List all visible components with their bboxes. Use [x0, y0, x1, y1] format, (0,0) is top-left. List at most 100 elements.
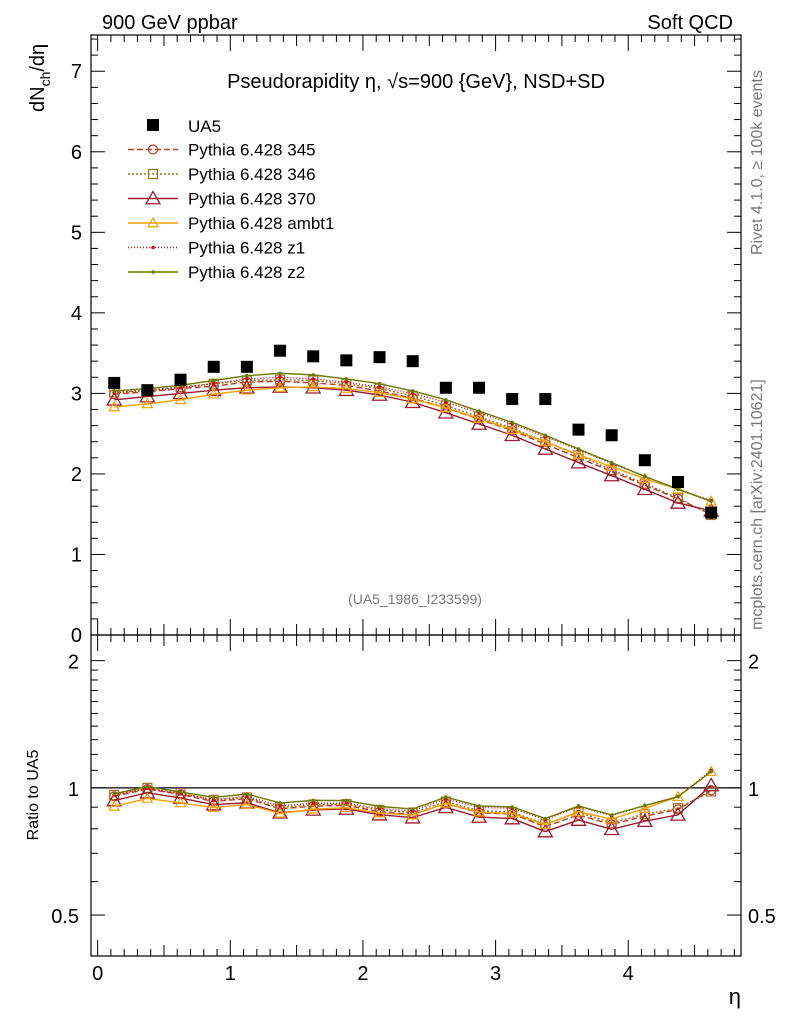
ratio-point-pythia-6-428-z2	[112, 792, 117, 796]
series-point-pythia-6-428-370	[636, 480, 653, 496]
ratio-point-pythia-6-428-370	[603, 820, 620, 836]
legend-marker-ua5	[147, 119, 159, 131]
y-tick-label: 3	[71, 383, 82, 405]
y-axis-label-tail: /dη	[27, 44, 49, 72]
ratio-point-pythia-6-428-z2	[643, 803, 647, 808]
series-point-pythia-6-428-ambt1	[273, 381, 287, 393]
legend-label-ua5: UA5	[188, 117, 221, 136]
series-point-pythia-6-428-370	[669, 494, 687, 509]
ratio-point-pythia-6-428-346	[639, 809, 650, 820]
x-tick-label: 1	[225, 963, 236, 985]
series-point-pythia-6-428-370	[106, 391, 123, 406]
legend-label-pythia-6-428-370: Pythia 6.428 370	[188, 190, 316, 209]
data-point-ua5	[605, 429, 618, 442]
series-point-pythia-6-428-ambt1	[506, 423, 519, 434]
series-point-pythia-6-428-ambt1	[472, 412, 486, 423]
ratio-point-pythia-6-428-370	[636, 812, 653, 828]
ratio-point-pythia-6-428-ambt1	[572, 805, 585, 817]
legend-label-pythia-6-428-z1: Pythia 6.428 z1	[188, 239, 305, 258]
ratio-point-pythia-6-428-ambt1	[273, 807, 287, 818]
data-point-ua5	[506, 393, 519, 406]
series-point-pythia-6-428-370	[404, 393, 421, 409]
x-tick-label: 2	[357, 963, 368, 985]
legend-label-pythia-6-428-z2: Pythia 6.428 z2	[188, 263, 305, 282]
series-point-pythia-6-428-370	[238, 379, 255, 394]
analysis-tag: (UA5_1986_I233599)	[348, 591, 482, 607]
series-point-pythia-6-428-z2	[245, 373, 249, 378]
data-point-ua5	[274, 344, 287, 357]
ratio-point-pythia-6-428-z2	[278, 801, 282, 805]
ratio-tick-label-left: 1	[68, 779, 79, 801]
series-point-pythia-6-428-ambt1	[240, 383, 253, 395]
series-point-pythia-6-428-z1	[245, 377, 249, 381]
legend-marker-pythia-6-428-ambt1	[146, 216, 160, 228]
series-point-pythia-6-428-ambt1	[141, 397, 154, 409]
series-point-pythia-6-428-346	[274, 374, 286, 385]
ratio-point-pythia-6-428-z1	[278, 803, 282, 808]
series-point-pythia-6-428-z2	[477, 409, 481, 413]
ratio-plot-frame	[90, 634, 742, 957]
data-point-ua5	[307, 350, 320, 363]
legend-marker-pythia-6-428-z2	[151, 270, 155, 274]
legend-marker-pythia-6-428-370	[144, 190, 162, 205]
series-line-pythia-6-428-ambt1	[114, 386, 712, 502]
data-point-ua5	[108, 376, 121, 389]
series-point-pythia-6-428-z1	[344, 380, 349, 384]
y-axis-label-main: dN	[27, 86, 49, 112]
ratio-point-pythia-6-428-ambt1	[108, 800, 121, 811]
ratio-point-pythia-6-428-ambt1	[472, 805, 486, 817]
ratio-point-pythia-6-428-370	[537, 823, 554, 838]
series-point-pythia-6-428-370	[271, 378, 289, 393]
series-point-pythia-6-428-ambt1	[406, 392, 419, 404]
series-point-pythia-6-428-ambt1	[638, 472, 651, 484]
main-plot-series	[106, 344, 720, 521]
y-tick-label: 5	[71, 222, 82, 244]
data-point-ua5	[539, 393, 552, 406]
data-point-ua5	[705, 506, 718, 519]
series-point-pythia-6-428-z2	[311, 373, 315, 377]
ratio-point-pythia-6-428-ambt1	[406, 808, 419, 820]
series-point-pythia-6-428-z1	[211, 381, 216, 386]
ratio-point-pythia-6-428-z2	[410, 807, 415, 811]
ratio-point-pythia-6-428-z2	[543, 816, 548, 821]
ratio-point-pythia-6-428-z2	[178, 790, 183, 794]
data-point-ua5	[240, 360, 253, 373]
series-point-pythia-6-428-z2	[709, 499, 713, 504]
series-point-pythia-6-428-ambt1	[439, 401, 452, 413]
series-point-pythia-6-428-z2	[377, 381, 382, 386]
ratio-point-pythia-6-428-z2	[709, 769, 713, 774]
x-tick-label: 4	[623, 963, 634, 985]
legend-label-pythia-6-428-ambt1: Pythia 6.428 ambt1	[188, 214, 334, 233]
ratio-point-pythia-6-428-z2	[477, 804, 481, 808]
legend: UA5 Pythia 6.428 345 Pythia 6.428 346 Pythi…	[128, 117, 334, 282]
data-point-ua5	[638, 454, 651, 467]
data-point-ua5	[406, 355, 419, 368]
chart-title: Pseudorapidity η, √s=900 {GeV}, NSD+SD	[227, 71, 605, 93]
y-tick-label: 4	[71, 303, 82, 325]
ratio-point-pythia-6-428-ambt1	[705, 765, 718, 777]
ratio-tick-label-right: 1	[748, 779, 759, 801]
ratio-point-pythia-6-428-ambt1	[141, 792, 154, 803]
series-point-pythia-6-428-370	[205, 381, 222, 397]
ratio-point-pythia-6-428-ambt1	[506, 807, 519, 818]
series-point-pythia-6-428-ambt1	[207, 387, 220, 399]
ratio-point-pythia-6-428-z2	[344, 798, 349, 803]
series-point-pythia-6-428-ambt1	[572, 448, 585, 459]
series-point-pythia-6-428-z2	[112, 389, 117, 393]
mcplots-label: mcplots.cern.ch [arXiv:2401.10621]	[749, 379, 766, 630]
series-point-pythia-6-428-z1	[311, 377, 315, 381]
ratio-line-pythia-6-428-ambt1	[114, 771, 712, 826]
legend-marker-pythia-6-428-z1	[151, 245, 155, 250]
ratio-y-axis-label: Ratio to UA5	[25, 750, 42, 841]
series-line-pythia-6-428-345	[114, 380, 712, 515]
ratio-point-pythia-6-428-ambt1	[174, 796, 187, 808]
ratio-tick-label-right: 2	[748, 652, 759, 674]
ratio-point-pythia-6-428-z2	[145, 784, 150, 789]
ratio-axes-ticks: 0.5 0.5 1 1 2 2	[51, 652, 776, 928]
series-point-pythia-6-428-z1	[278, 375, 282, 380]
y-axis-label: dNch/dη	[27, 44, 53, 112]
main-axes-ticks: 0 1 2 3 4 5 6 7 0 1 2 3 4	[71, 35, 741, 985]
ratio-point-pythia-6-428-370	[669, 806, 687, 821]
legend-marker-pythia-6-428-346	[147, 168, 159, 180]
